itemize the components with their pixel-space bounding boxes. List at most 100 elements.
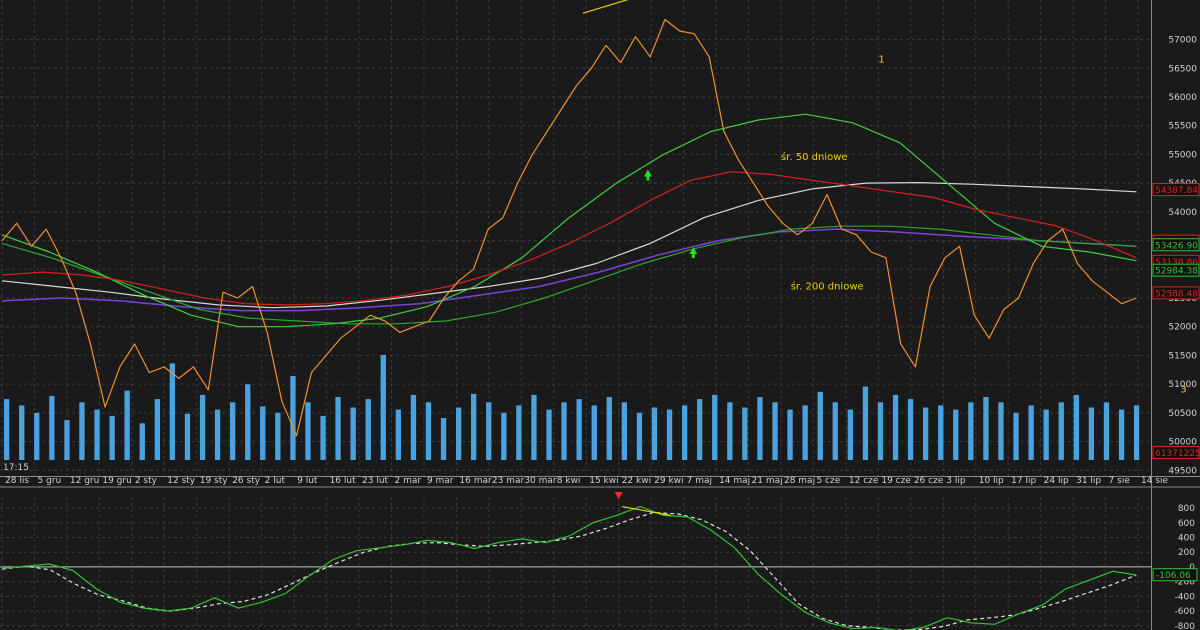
volume-bar (817, 391, 823, 461)
x-tick-label: 10 lip (979, 476, 1004, 486)
annotation-label: 2 (921, 0, 927, 2)
annotation-label: 1 (878, 55, 884, 66)
osc-y-tick-label: 0 (1189, 563, 1195, 573)
volume-bar (1103, 402, 1110, 461)
x-tick-label: 12 cze (849, 476, 879, 486)
x-tick-label: 9 lut (297, 476, 318, 486)
volume-bar (425, 402, 432, 461)
y-tick-label: 52000 (1168, 323, 1197, 333)
volume-bar (124, 390, 130, 460)
volume-bar (742, 407, 748, 460)
y-tick-label: 51000 (1168, 380, 1197, 390)
volume-bar (682, 405, 688, 460)
volume-bar (320, 415, 326, 460)
price-box: 54387.84 (1152, 183, 1200, 197)
x-tick-label: 28 maj (784, 476, 815, 486)
volume-bar (561, 402, 567, 461)
osc-y-tick-label: 400 (1178, 533, 1195, 543)
y-tick-label: 56500 (1168, 64, 1197, 74)
volume-bar (938, 405, 944, 460)
volume-bar (802, 405, 808, 460)
volume-bar (968, 402, 974, 461)
x-tick-label: 19 gru (102, 476, 131, 486)
price-box-frame (1152, 445, 1200, 459)
volume-bar (456, 407, 462, 460)
volume-bar (380, 355, 386, 460)
osc-y-tick-label: -400 (1175, 592, 1196, 602)
volume-bar (501, 412, 507, 461)
volume-bar (923, 407, 929, 460)
price-box-frame (1152, 286, 1200, 300)
volume-bar (19, 405, 25, 460)
series-line-price (1, 18, 1137, 437)
volume-bar (636, 412, 643, 461)
price-box-text: 52588.48 (1155, 289, 1198, 299)
x-tick-label: 7 maj (687, 476, 712, 486)
volume-bar (440, 418, 447, 460)
x-tick-label: 17 lip (1011, 476, 1036, 486)
price-box-text: 61371225 (1155, 449, 1200, 459)
volume-bar (1133, 405, 1140, 460)
volume-bar (184, 413, 191, 460)
x-tick-label: 21 maj (752, 476, 783, 486)
series-line-green_slow (1, 225, 1137, 325)
x-tick-label: 12 sty (167, 476, 196, 486)
osc-value-frame (1152, 568, 1198, 582)
volume-bar (516, 405, 522, 460)
x-tick-label: 26 sty (232, 476, 261, 486)
price-box: 53426.90 (1152, 238, 1200, 252)
volume-bar (847, 409, 853, 460)
osc-y-tick-label: -200 (1175, 578, 1196, 588)
y-tick-label: 51500 (1168, 351, 1197, 361)
volume-bar (983, 397, 989, 460)
volume-bar (998, 402, 1004, 461)
volume-bar (410, 394, 417, 460)
volume-bar (335, 397, 341, 460)
volume-bar (772, 402, 778, 461)
x-tick-label: 14 maj (719, 476, 750, 486)
volume-bar (787, 409, 793, 460)
y-tick-label: 50000 (1168, 438, 1197, 448)
volume-bar (109, 415, 115, 460)
volume-bar (953, 409, 959, 460)
volume-bar (1013, 412, 1019, 461)
x-tick-label: 16 lut (330, 476, 357, 486)
volume-bar (290, 376, 296, 460)
price-box-frame (1152, 183, 1200, 197)
osc-y-tick-label: -800 (1175, 622, 1196, 630)
x-tick-label: 23 lut (362, 476, 389, 486)
x-tick-label: 19 cze (881, 476, 911, 486)
volume-bar (546, 409, 552, 460)
x-tick-label: 2 lut (265, 476, 286, 486)
volume-bar (245, 384, 251, 460)
volume-bar (260, 406, 266, 460)
x-tick-label: 2 mar (394, 476, 421, 486)
volume-bar (1043, 409, 1049, 460)
volume-bar (877, 402, 884, 461)
volume-bar (606, 397, 612, 460)
volume-bar (531, 394, 537, 460)
osc-y-tick-label: 600 (1178, 519, 1195, 529)
x-tick-label: 26 cze (914, 476, 944, 486)
volume-bar (34, 412, 40, 461)
price-box-text: 53138.86 (1155, 258, 1198, 268)
price-box-frame (1152, 238, 1200, 252)
price-box: 52588.48 (1152, 286, 1200, 300)
y-tick-label: 57000 (1168, 36, 1197, 46)
series-line-green_fast (1, 113, 1137, 328)
volume-bar (712, 394, 718, 460)
x-tick-label: 7 sie (1109, 476, 1131, 486)
y-tick-label: 49500 (1168, 466, 1197, 476)
volume-bar (1088, 407, 1094, 460)
volume-bars (4, 355, 1140, 461)
up-arrow-icon (689, 247, 698, 259)
volume-bar (275, 412, 281, 461)
x-tick-label: 28 lis (5, 476, 29, 486)
oscillator-panel: -800 -600 -400 -200 0 200 400 600 800 -106.06 (0, 492, 1198, 630)
annotation-label: śr. 200 dniowe (791, 280, 864, 292)
up-arrow-icon (643, 169, 652, 181)
volume-bar (697, 399, 703, 460)
price-box-text: 53426.90 (1155, 241, 1198, 251)
annotation-label: śr. 50 dniowe (781, 151, 848, 163)
